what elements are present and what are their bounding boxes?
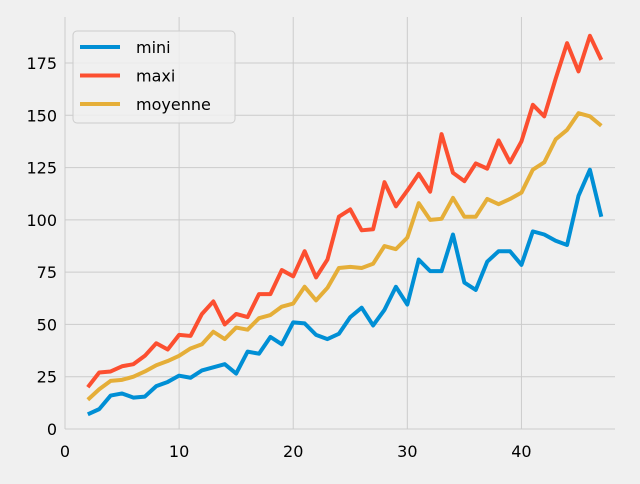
series-lines — [86, 33, 604, 417]
series-line-maxi — [86, 33, 604, 389]
y-tick-label: 100 — [26, 211, 57, 230]
series-line-mini — [86, 167, 604, 417]
x-tick-label: 40 — [511, 442, 531, 461]
tick-labels: 0 10 20 30 40 0 25 50 75 100 125 150 175 — [26, 54, 531, 461]
y-tick-label: 175 — [26, 54, 57, 73]
series-line-moyenne — [86, 111, 603, 402]
x-tick-label: 30 — [397, 442, 417, 461]
legend-label-moyenne: moyenne — [136, 95, 211, 114]
x-tick-label: 20 — [283, 442, 303, 461]
x-tick-label: 10 — [169, 442, 189, 461]
y-tick-label: 150 — [26, 106, 57, 125]
legend-box — [72, 30, 236, 124]
y-tick-label: 125 — [26, 159, 57, 178]
y-tick-label: 25 — [37, 368, 57, 387]
legend-label-maxi: maxi — [136, 67, 175, 86]
x-tick-label: 0 — [60, 442, 70, 461]
legend-label-mini: mini — [136, 38, 171, 57]
y-tick-label: 0 — [47, 420, 57, 439]
legend: mini maxi moyenne — [72, 30, 236, 124]
y-tick-label: 75 — [37, 263, 57, 282]
y-tick-label: 50 — [37, 315, 57, 334]
